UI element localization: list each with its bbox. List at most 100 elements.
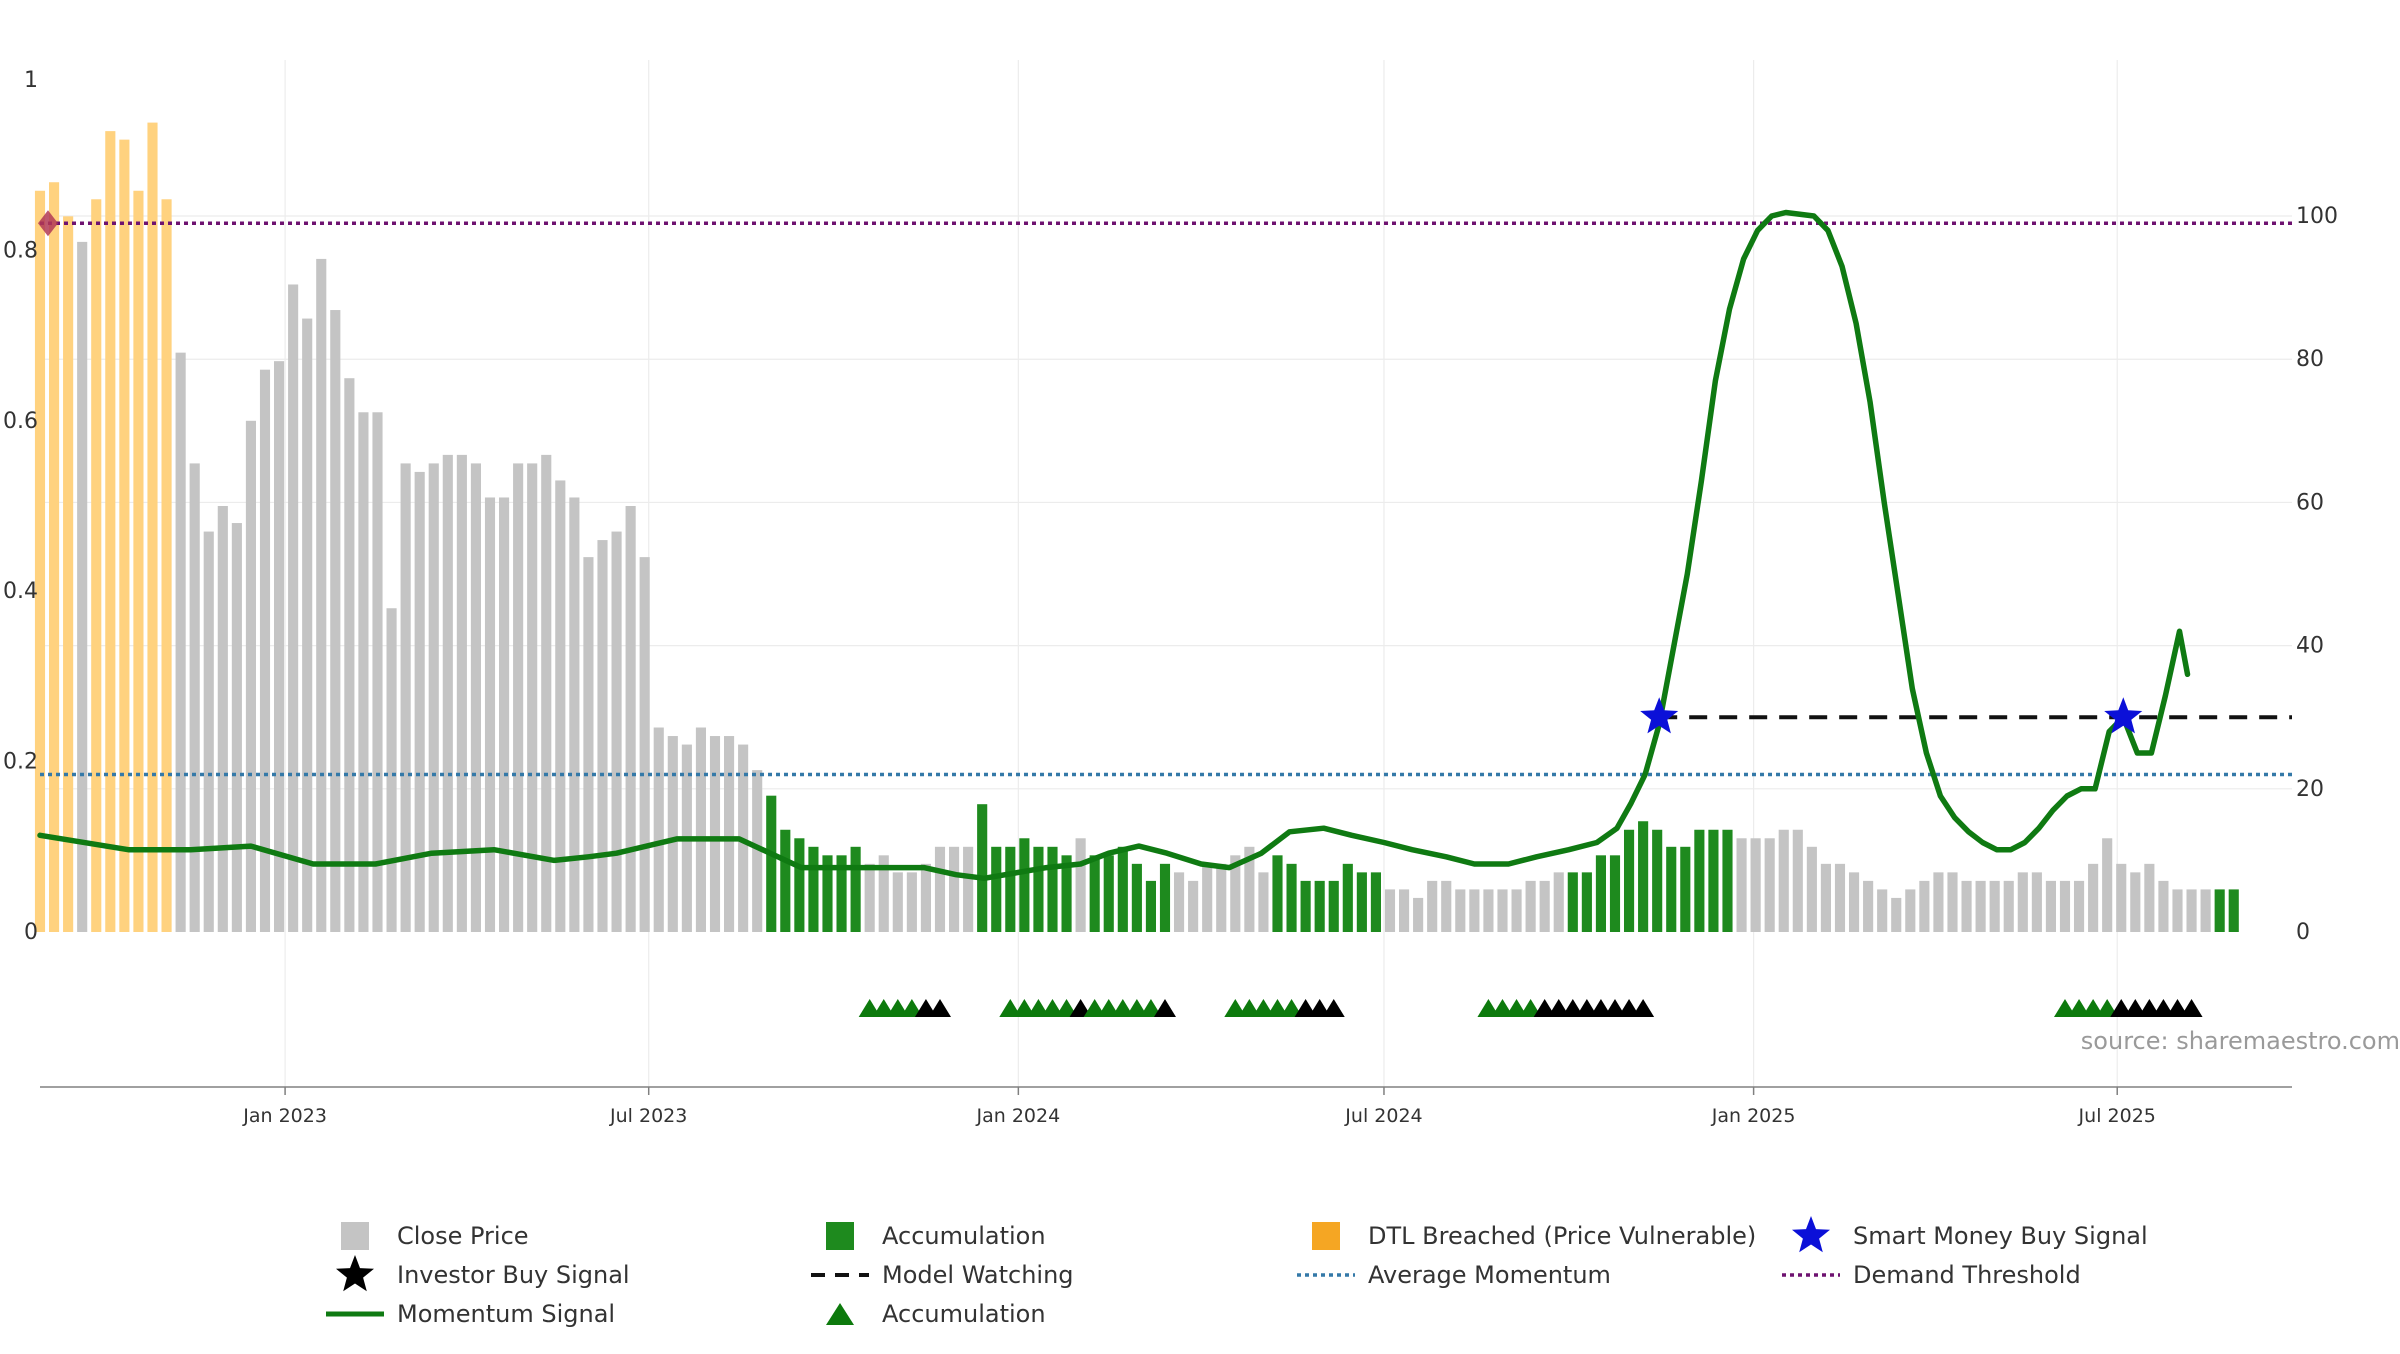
accumulation-marker [1083, 999, 1106, 1017]
accumulation-bar [2214, 889, 2225, 932]
close-price-bar [2059, 880, 2071, 932]
close-price-bar [2116, 863, 2127, 932]
accumulation-marker [1111, 999, 1134, 1017]
investor-buy-marker [1308, 999, 1331, 1017]
close-price-bar [1258, 872, 1269, 932]
close-price-bar [1173, 872, 1185, 932]
accumulation-bar [1033, 846, 1044, 932]
close-price-bar [1188, 880, 1199, 932]
left-axis-tick-label: 0.8 [3, 238, 38, 263]
close-price-bar [752, 770, 763, 932]
smart-money-buy-star [2104, 697, 2143, 734]
investor-buy-marker [1589, 999, 1612, 1017]
legend-accumulation-marker [826, 1303, 854, 1325]
accumulation-bar [1722, 829, 1733, 932]
close-price-bar [1230, 855, 1241, 932]
investor-buy-marker [2110, 999, 2133, 1017]
close-price-bar [2031, 872, 2042, 932]
legend-investor-buy-label: Investor Buy Signal [397, 1261, 630, 1289]
dtl-bar [119, 139, 130, 932]
investor-buy-marker [1069, 999, 1092, 1017]
close-price-bar [2088, 863, 2099, 932]
accumulation-bar [1103, 855, 1114, 932]
smart-money-buy-star [1640, 697, 1679, 734]
close-price-bar [1202, 863, 1213, 932]
accumulation-bar [1117, 846, 1128, 932]
legend-smart-money-label: Smart Money Buy Signal [1853, 1222, 2148, 1250]
close-price-bar [653, 727, 664, 932]
dtl-bar [48, 182, 60, 933]
close-price-bar [1947, 872, 1958, 932]
accumulation-bar [1005, 846, 1016, 932]
close-price-bar [77, 241, 88, 932]
close-price-bar [1736, 838, 1747, 932]
close-price-bar [1483, 889, 1494, 932]
close-price-bar [1933, 872, 1944, 932]
legend-investor-buy-star [336, 1255, 374, 1292]
accumulation-bar [780, 829, 791, 932]
accumulation-bar [808, 846, 819, 932]
investor-buy-marker [2152, 999, 2175, 1017]
accumulation-marker [2082, 999, 2105, 1017]
close-price-bar [1834, 863, 1846, 932]
accumulation-bar [1131, 863, 1142, 932]
investor-buy-marker [1603, 999, 1626, 1017]
x-tick-label: Jan 2025 [1711, 1105, 1796, 1127]
close-price-bar [273, 361, 285, 932]
investor-buy-marker [1294, 999, 1317, 1017]
accumulation-bar [836, 855, 847, 932]
investor-buy-marker [2180, 999, 2203, 1017]
accumulation-bar [2228, 889, 2239, 932]
close-price-bar [386, 608, 397, 932]
x-tick-label: Jul 2023 [609, 1105, 687, 1127]
accumulation-bar [1638, 821, 1649, 932]
close-price-bar [1863, 880, 1874, 932]
accumulation-bar [1666, 846, 1677, 932]
accumulation-bar [1567, 872, 1578, 932]
close-price-bar [2102, 838, 2113, 932]
close-price-bar [1919, 880, 1930, 932]
close-price-bar [1792, 829, 1803, 932]
close-price-bar [527, 463, 538, 932]
legend-momentum-signal-label: Momentum Signal [397, 1300, 615, 1328]
left-axis-tick-label: 0.2 [3, 750, 38, 775]
close-price-bar [920, 863, 931, 932]
investor-buy-marker [2166, 999, 2189, 1017]
accumulation-marker [1280, 999, 1303, 1017]
close-price-bar [639, 557, 650, 932]
close-price-bar [2130, 872, 2141, 932]
close-price-bar [330, 310, 341, 932]
accumulation-marker [1125, 999, 1148, 1017]
close-price-bar [400, 463, 411, 932]
close-price-bar [1455, 889, 1466, 932]
close-price-bar [189, 463, 200, 932]
close-price-bar [1398, 889, 1410, 932]
investor-buy-marker [2138, 999, 2161, 1017]
accumulation-bar [766, 795, 777, 932]
close-price-bar [948, 846, 960, 932]
close-price-bar [1905, 889, 1916, 932]
accumulation-marker [1027, 999, 1050, 1017]
close-price-bar [934, 846, 946, 932]
accumulation-marker [1013, 999, 1036, 1017]
accumulation-marker [1097, 999, 1120, 1017]
close-price-bar [555, 480, 566, 932]
legend-dtl-label: DTL Breached (Price Vulnerable) [1368, 1222, 1756, 1250]
accumulation-bar [1595, 855, 1606, 932]
accumulation-marker [858, 999, 881, 1017]
close-price-bar [1469, 889, 1480, 932]
close-price-bar [2158, 880, 2169, 932]
close-price-bar [1891, 897, 1902, 932]
close-price-bar [498, 497, 510, 932]
close-price-bar [1848, 872, 1860, 932]
accumulation-bar [1609, 855, 1621, 932]
close-price-bar [723, 736, 735, 932]
accumulation-bar [1159, 863, 1171, 932]
legend-close-price-swatch [341, 1222, 369, 1250]
close-price-bar [1764, 838, 1775, 932]
legend-average-momentum-label: Average Momentum [1368, 1261, 1611, 1289]
close-price-bar [1511, 889, 1522, 932]
accumulation-bar [1272, 855, 1283, 932]
accumulation-marker [999, 999, 1022, 1017]
accumulation-bar [850, 846, 861, 932]
